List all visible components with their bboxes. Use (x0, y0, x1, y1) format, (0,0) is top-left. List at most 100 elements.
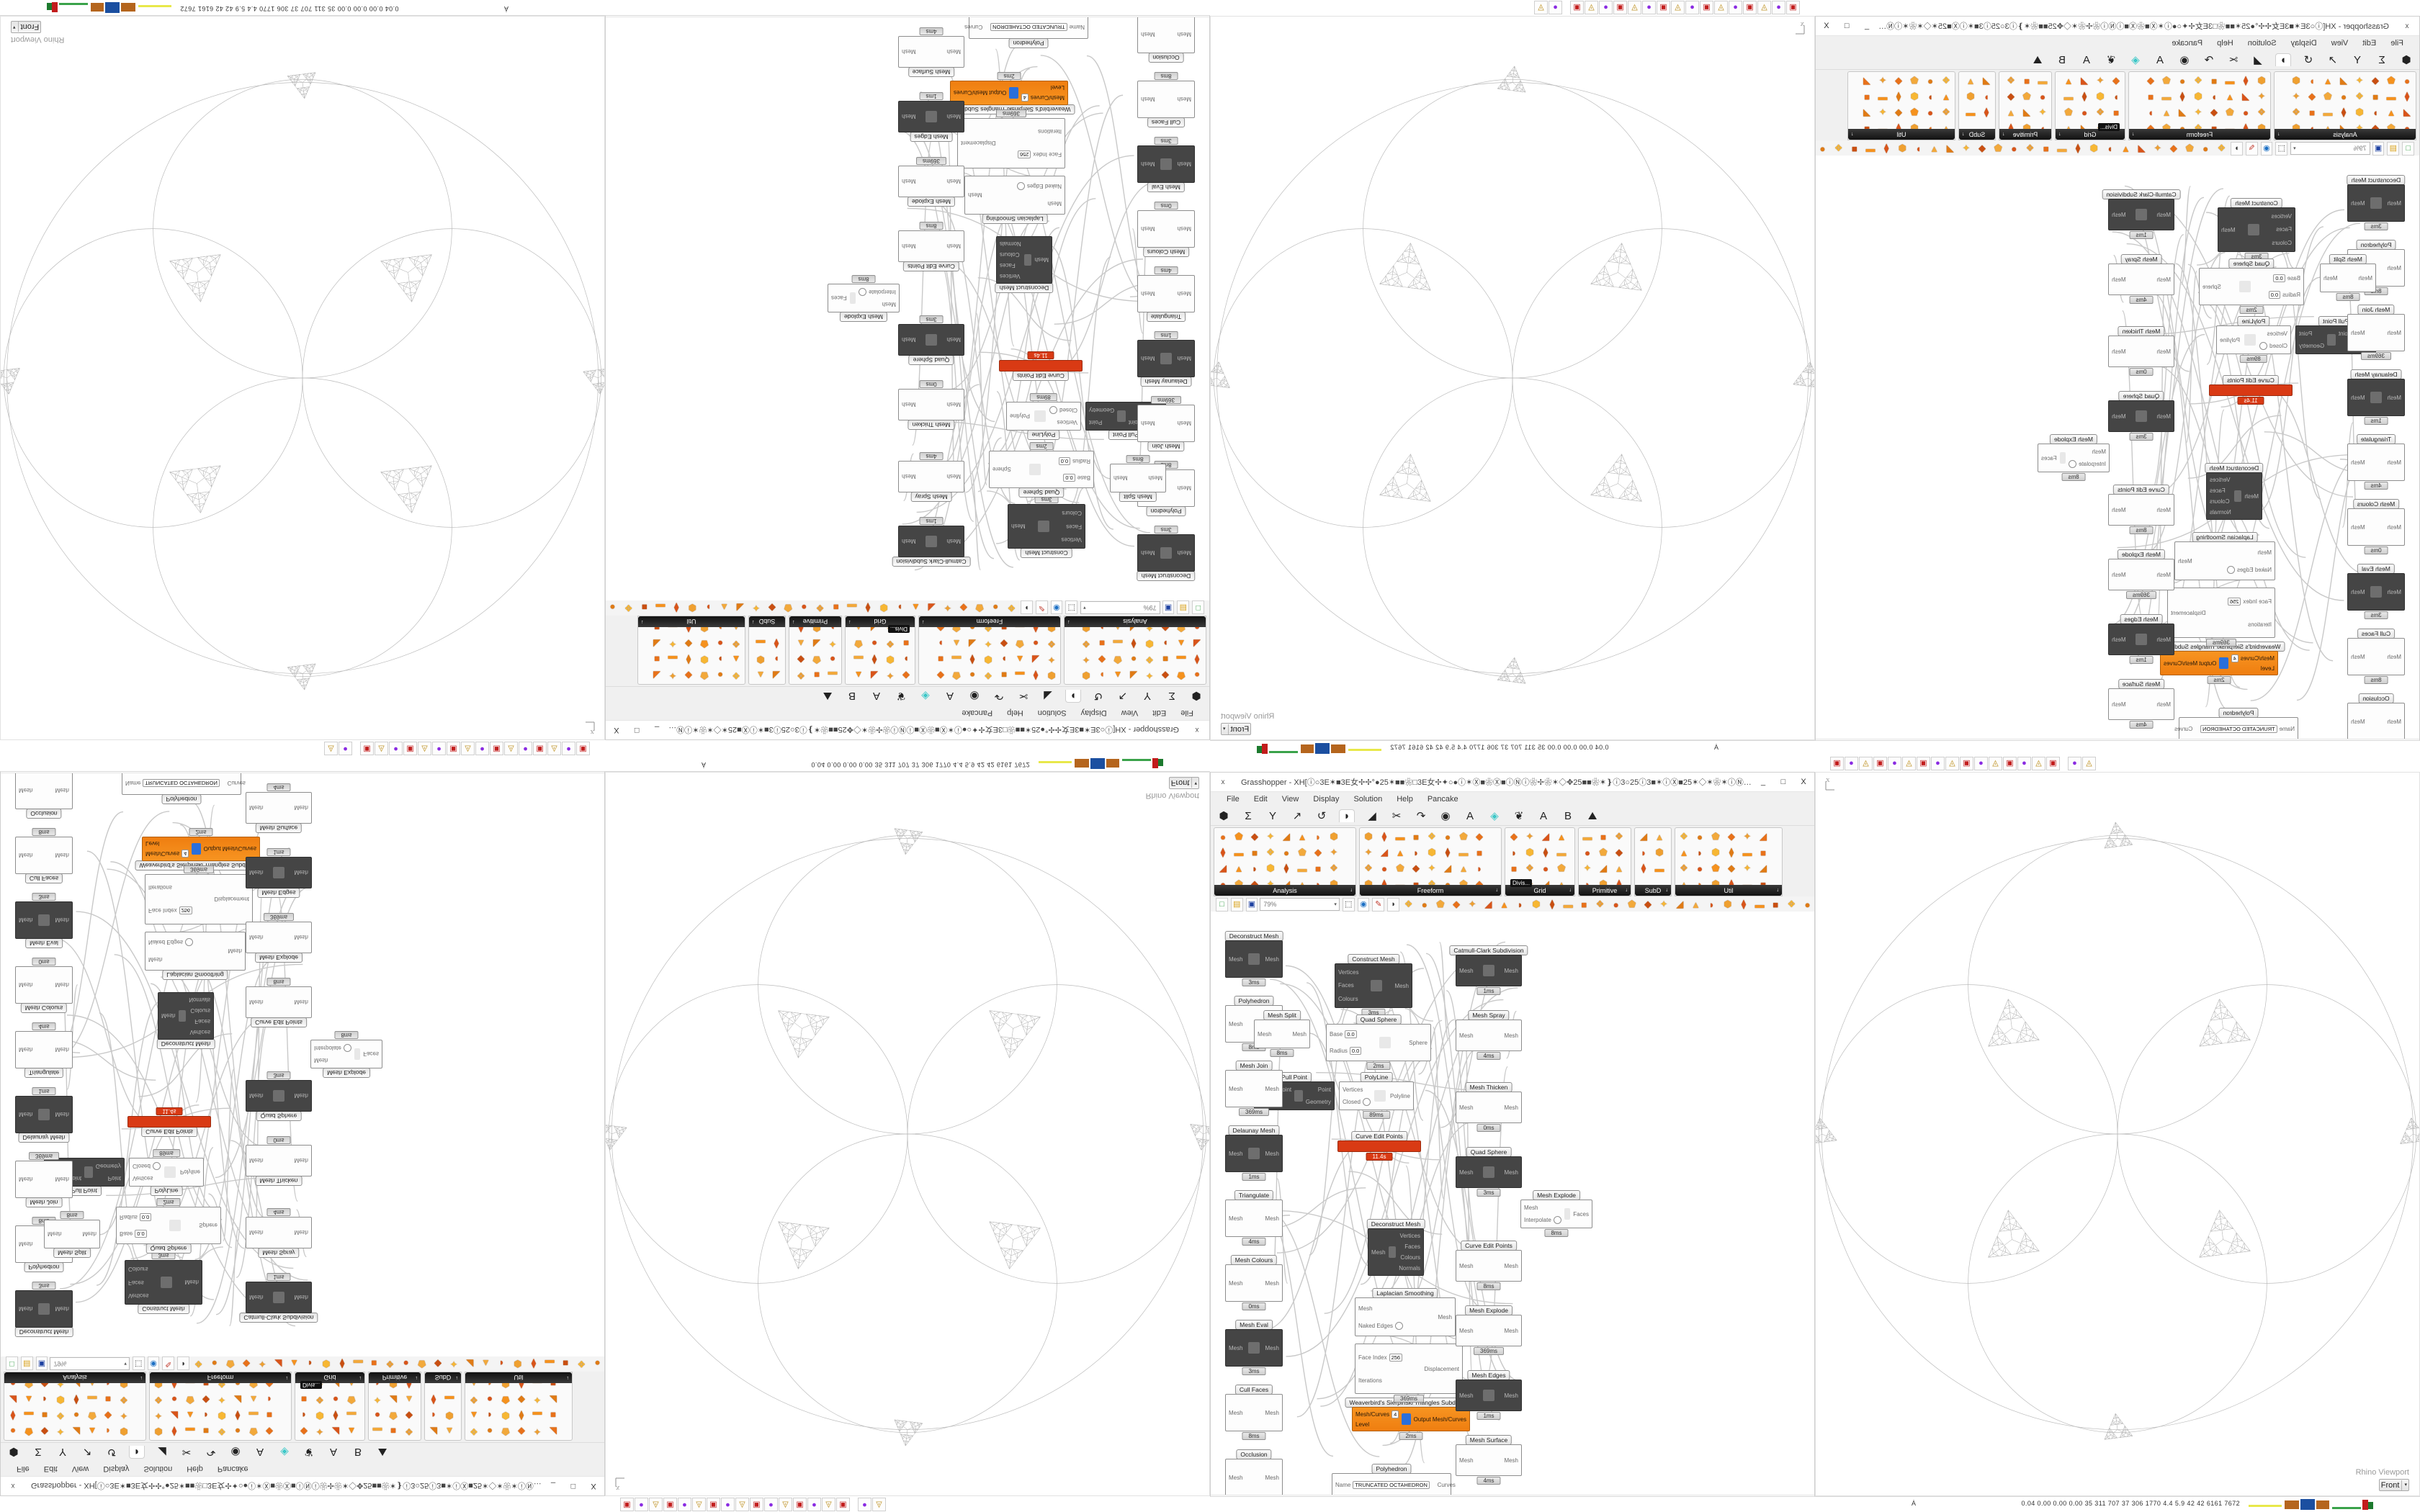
palette-icon[interactable]: ⧫ (774, 639, 779, 649)
palette-pin-icon[interactable]: ↓ (1851, 132, 1854, 137)
palette-icon[interactable]: ❖ (732, 639, 740, 649)
input-port[interactable]: Mesh (1358, 1305, 1373, 1313)
palette-icon[interactable]: ▲ (2063, 75, 2074, 86)
palette-icon[interactable]: ▲ (1614, 863, 1624, 874)
bake-icon[interactable]: ◗ (1387, 898, 1400, 912)
zoom-level-selector[interactable]: 79% ▾ (50, 1357, 130, 1370)
gh-component-filler-14[interactable]: Mesh Explode Mesh Mesh 369ms (246, 913, 312, 963)
output-port[interactable]: Mesh (2323, 274, 2338, 282)
gh-component-filler-7[interactable]: Cull Faces Mesh Mesh 8ms (15, 828, 73, 883)
palette-icon[interactable]: ⬢ (2257, 75, 2266, 86)
palette-icon[interactable]: ■ (2113, 107, 2119, 118)
output-port[interactable]: Curves (964, 24, 982, 32)
output-port[interactable]: Output Mesh/Curves (2164, 660, 2216, 667)
palette-icon[interactable]: ▲ (2323, 122, 2333, 130)
surface-patch-icon[interactable]: ◗ (1339, 809, 1355, 822)
gh-component-filler-3[interactable]: Delaunay Mesh Mesh Mesh 1ms (15, 1087, 73, 1143)
palette-icon[interactable]: ❖ (120, 1395, 128, 1405)
extra-a-icon[interactable]: A (1539, 809, 1547, 822)
input-value-field[interactable]: 4 (182, 850, 189, 858)
palette-icon[interactable]: ⧫ (406, 1383, 412, 1390)
gh-component-filler-5[interactable]: Mesh Colours Mesh Mesh 0ms (2347, 499, 2405, 554)
input-port[interactable]: Mesh (1034, 256, 1049, 264)
landscape-icon[interactable]: ⛰ (2033, 53, 2043, 66)
component-body[interactable]: Base 0.0 Radius 0.0 Sphere (1326, 1024, 1431, 1061)
palette-icon[interactable]: ⬟ (1436, 899, 1445, 909)
gh-component-filler-7[interactable]: Cull Faces Mesh Mesh 8ms (1137, 72, 1195, 127)
boolean-toggle-icon[interactable] (2069, 460, 2077, 468)
palette-icon[interactable]: ● (2243, 107, 2249, 118)
menu-item-file[interactable]: File (17, 1464, 30, 1473)
rhino-toolbar-icon[interactable]: ● (1599, 1, 1613, 14)
palette-icon[interactable]: ◆ (2372, 122, 2379, 129)
palette-icon[interactable]: ● (2202, 143, 2209, 154)
input-port[interactable]: Interpolate (1524, 1216, 1561, 1224)
component-body[interactable]: Mesh Naked Edges Mesh (1355, 1297, 1456, 1336)
palette-icon[interactable]: ● (2040, 91, 2045, 102)
output-port[interactable]: Mesh (1141, 31, 1155, 39)
palette-icon[interactable]: ❖ (815, 603, 825, 613)
menu-item-help[interactable]: Help (187, 1464, 203, 1473)
input-port[interactable]: Closed (2259, 342, 2287, 350)
palette-pin-icon[interactable]: ↓ (1067, 619, 1070, 624)
rhino-toolbar-icon[interactable]: ◬ (1945, 757, 1959, 770)
palette-icon[interactable]: ◢ (1193, 639, 1201, 649)
gh-component-filler-2[interactable]: Mesh Join Mesh Mesh 369ms (1225, 1061, 1283, 1116)
palette-icon[interactable]: ◢ (274, 1359, 282, 1369)
component-body[interactable]: Mesh Naked Edges Mesh (2174, 541, 2275, 580)
palette-caption[interactable]: Analysis ↓ (4, 1372, 145, 1383)
palette-icon[interactable]: ● (1585, 847, 1590, 858)
palette-icon[interactable]: ▲ (1395, 847, 1405, 858)
open-folder-icon[interactable]: ▤ (20, 1356, 33, 1370)
input-port[interactable]: Mesh (19, 787, 33, 795)
gh-component-filler-15[interactable]: Mesh Edges Mesh Mesh 1ms (246, 848, 312, 898)
output-port[interactable]: Geometry (1089, 406, 1114, 414)
input-port[interactable]: Face Index 256 (2227, 597, 2272, 606)
palette-icon[interactable]: ▲ (24, 1394, 34, 1405)
input-port[interactable]: Mesh (249, 1157, 264, 1165)
palette-icon[interactable]: ◗ (1001, 654, 1007, 665)
output-port[interactable]: Mesh (902, 178, 916, 186)
palette-icon[interactable]: ◗ (1927, 91, 1933, 102)
rhino-toolbar-icon[interactable]: ◬ (1671, 1, 1685, 14)
output-port[interactable]: Mesh (1265, 1344, 1279, 1352)
pancake-icon[interactable]: ❦ (2106, 54, 2116, 66)
extra-a-icon[interactable]: A (2083, 53, 2091, 66)
tab-close-button[interactable]: x (1221, 778, 1225, 786)
input-port[interactable]: Radius 0.0 (120, 1213, 152, 1221)
palette-icon[interactable]: ⬟ (249, 1383, 258, 1390)
rhino-toolbar-icon[interactable]: ● (1685, 1, 1699, 14)
gh-component-mesh-params[interactable]: Face Index 256 Iterations Displacement 369ms (145, 865, 253, 924)
palette-icon[interactable]: ◢ (2242, 91, 2249, 102)
viewport-view-selector[interactable]: Front ▾ (1168, 777, 1199, 789)
palette-icon[interactable]: ❖ (1404, 899, 1413, 909)
palette-icon[interactable]: ◗ (1697, 878, 1703, 886)
input-port[interactable]: Closed (133, 1162, 161, 1170)
output-port[interactable]: Colours (2210, 498, 2230, 505)
output-port[interactable]: Mesh (1141, 96, 1155, 104)
palette-icon[interactable]: ● (1613, 899, 1619, 910)
input-port[interactable]: Mesh (1229, 1409, 1243, 1417)
palette-icon[interactable]: ■ (105, 1394, 111, 1405)
rhino-toolbar-icon[interactable]: ◬ (324, 742, 338, 755)
palette-icon[interactable]: ✦ (1468, 899, 1476, 909)
palette-icon[interactable]: ❖ (886, 639, 895, 649)
component-body[interactable]: Mesh/Curves 4 Level Output Mesh/Curves (950, 81, 1068, 105)
rhino-toolbar-icon[interactable]: ▣ (1786, 1, 1800, 14)
palette-icon[interactable]: ◢ (1283, 831, 1290, 842)
palette-icon[interactable]: ◢ (550, 1426, 557, 1437)
rhino-toolbar-icon[interactable]: ● (1888, 757, 1901, 770)
palette-icon[interactable]: ■ (2372, 91, 2378, 102)
gh-component-mesh-explode[interactable]: Mesh Explode Mesh Interpolate Faces 8ms (2038, 434, 2110, 481)
palette-icon[interactable]: ▬ (2386, 91, 2396, 102)
palette-icon[interactable]: ▲ (1966, 75, 1976, 86)
palette-icon[interactable]: ⬢ (218, 1410, 226, 1421)
gh-component-weaverbird-sierpinski[interactable]: Weaverbird's Sierpinski Triangles Subdiv… (2153, 642, 2285, 684)
rhino-toolbar-icon[interactable]: ◬ (504, 742, 518, 755)
palette-icon[interactable]: ▬ (1563, 899, 1573, 910)
